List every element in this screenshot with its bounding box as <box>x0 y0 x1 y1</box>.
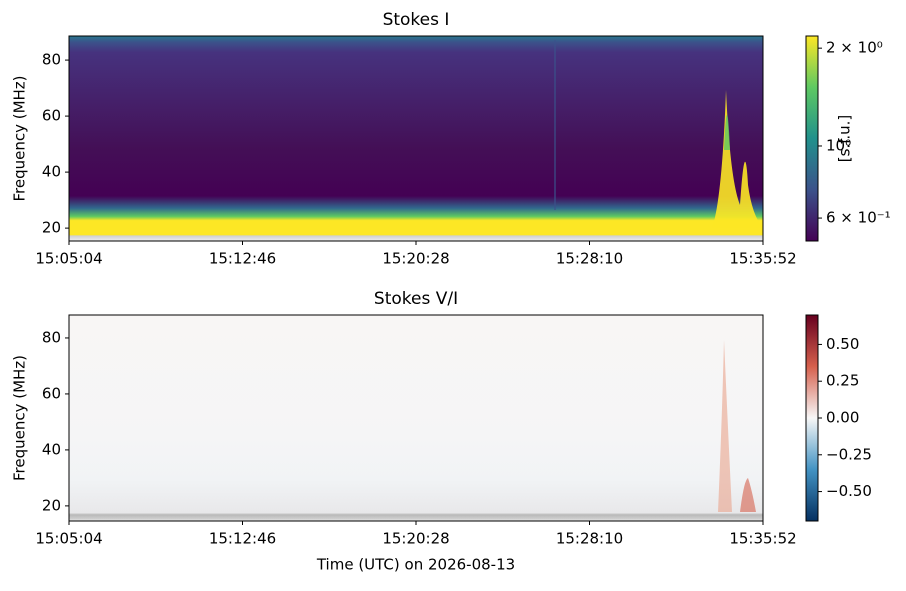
x-tick-label: 15:35:52 <box>729 530 796 548</box>
x-tick-label: 15:28:10 <box>556 250 623 268</box>
y-tick-label: 20 <box>42 219 61 237</box>
colorbar-tick-label: 0.25 <box>826 372 859 390</box>
x-axis-label: Time (UTC) on 2026-08-13 <box>316 556 515 574</box>
y-tick-label: 60 <box>42 384 61 402</box>
x-tick-label: 15:12:46 <box>209 530 276 548</box>
colorbar <box>805 35 819 242</box>
colorbar-label: [s.f.u.] <box>836 115 854 163</box>
spectrogram-image <box>69 36 763 521</box>
x-tick-label: 15:12:46 <box>209 250 276 268</box>
panel-title: Stokes I <box>383 10 450 30</box>
x-tick-label: 15:35:52 <box>729 250 796 268</box>
colorbar-tick-label: 0.00 <box>826 409 859 427</box>
y-tick-label: 80 <box>42 51 61 69</box>
colorbar-tick-label: −0.25 <box>826 445 872 463</box>
colorbar-tick-label: −0.50 <box>826 482 872 500</box>
colorbar-tick-label: 6 × 10⁻¹ <box>826 209 891 227</box>
y-axis-label: Frequency (MHz) <box>11 355 29 481</box>
colorbar-tick-label: 10⁰ <box>826 136 851 154</box>
y-tick-label: 20 <box>42 496 61 514</box>
y-tick-label: 40 <box>42 440 61 458</box>
panel-title: Stokes V/I <box>374 289 458 309</box>
x-tick-label: 15:28:10 <box>556 530 623 548</box>
y-tick-label: 60 <box>42 107 61 125</box>
y-tick-label: 80 <box>42 328 61 346</box>
colorbar <box>805 314 819 522</box>
y-tick-label: 40 <box>42 163 61 181</box>
y-axis-label: Frequency (MHz) <box>11 75 29 201</box>
x-tick-label: 15:20:28 <box>382 250 449 268</box>
x-tick-label: 15:20:28 <box>382 530 449 548</box>
x-tick-label: 15:05:04 <box>35 530 102 548</box>
colorbar-tick-label: 2 × 10⁰ <box>826 39 883 57</box>
colorbar-tick-label: 0.50 <box>826 335 859 353</box>
x-tick-label: 15:05:04 <box>35 250 102 268</box>
